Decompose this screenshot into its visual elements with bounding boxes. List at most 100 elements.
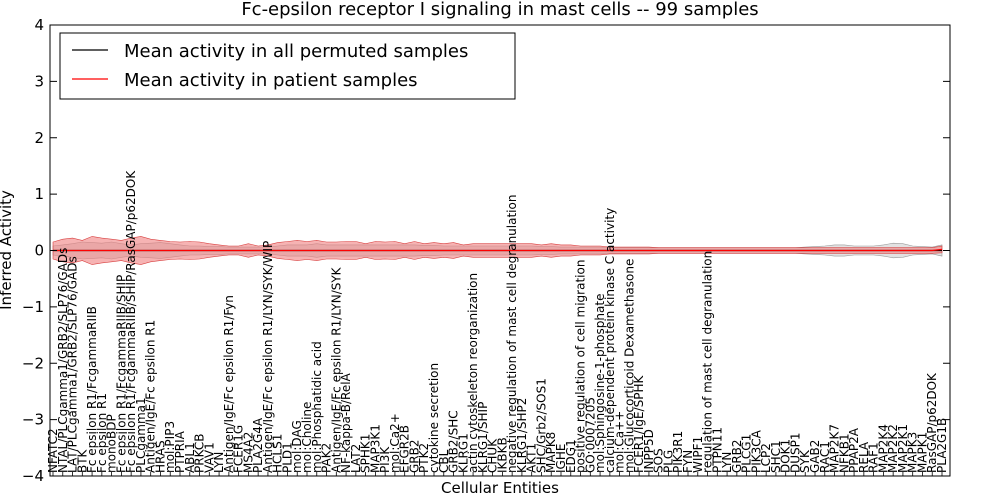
x-tick-label: Fc epsilon R1/FcgammaRIIB/SHIP [114,275,128,473]
x-tick-label: MAP2K4 [876,424,890,473]
x-tick-label: NTAL/PLCgamma1/GRB2/SLP76/GADs [56,248,70,473]
y-tick-label: −3 [22,411,44,429]
x-tick-label: mol:PIP3 [163,421,177,473]
y-tick-label: 4 [34,16,44,34]
x-tick-label: SOS [652,448,666,473]
legend-box [59,32,516,100]
x-tick-label: DOK1 [779,439,793,473]
x-tick-label: Fc epsilon R1/FcgammaRIIB/SHIP/RasGAP/p6… [124,170,138,473]
x-tick-label: PLA2G1B [935,418,949,473]
x-tick-label: regulation of mast cell degranulation [701,251,715,473]
x-tick-label: RELA [857,441,871,473]
x-tick-label: GO:0007205 [583,397,597,473]
x-tick-label: PRKCB [193,434,207,473]
x-tick-label: PAK2 [320,443,334,473]
x-tick-label: PTPN11 [710,427,724,473]
x-tick-label: KLRG1/SHIP [476,402,490,473]
x-tick-label: PIK3R1 [671,431,685,473]
x-tick-label: MAP2K7 [828,424,842,473]
x-tick-label: INPP5D [642,429,656,473]
x-tick-label: SHC/Grb2/SOS1 [535,378,549,473]
y-tick-label: −2 [22,354,44,372]
y-tick-label: −4 [22,467,44,485]
x-tick-label: PI3K [378,446,392,473]
x-tick-label: PIK3CA [749,429,763,473]
x-tick-label: MS4A2 [241,432,255,473]
x-tick-label: LCP2 [759,443,773,473]
x-tick-label: FCER1/IgE/SPHK [632,375,646,474]
x-tick-label: SHC1 [769,440,783,473]
x-tick-label: mol:DAG [290,420,304,473]
x-tick-label: MAP2K1 [896,424,910,473]
x-tick-label: MAPK8 [544,432,558,473]
x-tick-label: PTPRIA [173,430,187,473]
x-tick-label: HRAS [154,440,168,473]
x-tick-label: Antigen/IgE/Fc epsilon R1/LYN/SYK [329,266,343,473]
x-tick-label: mol:Ca2+ [388,413,402,473]
x-tick-label: ABL1 [183,442,197,473]
x-tick-label: KLRG1 [456,433,470,473]
x-tick-label: mol:Sphingosine-1-phosphate [593,294,607,474]
x-tick-label: PTK2 [417,443,431,473]
x-tick-label: GRB2 [730,439,744,473]
x-tick-label: LAT2 [349,444,363,473]
x-tick-label: MAP2K2 [886,424,900,473]
x-tick-label: AKT1 [525,443,539,473]
x-tick-label: PLG [662,450,676,473]
x-tick-label: RasGAP/p62DOK [925,372,939,473]
x-tick-label: NF-kappa-B/RelA [339,372,353,473]
x-tick-label: GRB2 [408,440,422,474]
x-tick-label: EDG1 [564,439,578,473]
x-tick-label: PLCG1 [740,434,754,473]
chart-title: Fc-epsilon receptor I signaling in mast … [241,0,758,20]
x-tick-label: MAP3K1 [368,424,382,473]
x-tick-label: RAC1 [818,441,832,473]
x-tick-label: PLCgamma1 [134,397,148,473]
x-tick-label: Fc epsilon R1 [95,393,109,473]
x-tick-label: KLRG1/SHP2 [515,398,529,473]
series-line-patient [53,248,943,252]
y-tick-label: 0 [34,242,44,260]
y-tick-label: −1 [22,298,44,316]
x-tick-label: negative regulation of mast cell degranu… [505,195,519,474]
x-tick-label: LYN [720,452,734,473]
x-tick-label: SYK [798,449,812,473]
y-tick-label: 2 [34,129,44,147]
x-tick-label: NFKB1 [837,433,851,473]
x-tick-label: LAT/PLCgamma1/GRB2/SLP76/GADs [66,256,80,473]
x-tick-label: cytokine secretion [427,363,441,473]
legend: Mean activity in all permuted samples Me… [59,32,516,100]
x-tick-label: MAPK3 [906,432,920,473]
x-tick-label: HCLS1 [271,434,285,473]
x-tick-label: CHUK [486,438,500,473]
x-tick-label: FCER1G [232,425,246,473]
x-tick-label: LYN [212,452,226,473]
x-tick-label: DUSP1 [789,433,803,474]
x-tick-label: MAPK1 [916,432,930,473]
x-tick-label: positive regulation of cell migration [574,260,588,473]
x-tick-label: PPAP2A [847,427,861,473]
x-tick-label: RAF1 [867,442,881,473]
x-tick-label: Antigen/IgE/Fc epsilon R1/Fyn [222,295,236,473]
x-tick-label: SPHK1 [359,434,373,473]
x-tick-label: GAB2 [808,440,822,473]
x-tick-label: Antigen/IgE/Fc epsilon R1 [144,320,158,473]
x-tick-label: FYN [681,450,695,473]
x-tick-label: CBL [437,449,451,473]
x-tick-label: mol:Phosphatidic acid [310,341,324,473]
x-tick-label: PLD1 [281,442,295,473]
y-axis-label: Inferred Activity [0,190,15,310]
x-tick-label: GRB2/SHC [447,410,461,473]
x-tick-label: mol:Ca++ [613,411,627,473]
x-tick-label: mol:Choline [300,402,314,473]
x-tick-label: IKBKB [495,437,509,473]
x-tick-label: monoBDP [105,414,119,473]
legend-label-permuted: Mean activity in all permuted samples [124,41,468,62]
x-tick-label: PLA2G4A [251,417,265,473]
x-axis-label: Cellular Entities [441,479,559,497]
x-tick-label: calcium-dependent protein kinase C activ… [603,208,617,473]
x-tick-label: VAV1 [202,442,216,473]
plot-frame [49,24,951,477]
legend-label-patient: Mean activity in patient samples [124,70,418,91]
